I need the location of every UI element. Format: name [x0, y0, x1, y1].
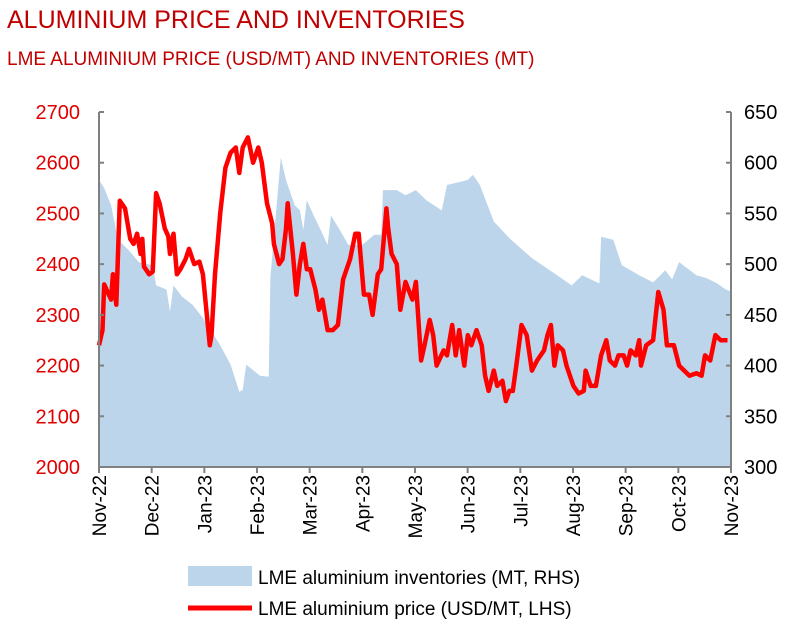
y-right-tick-label: 500: [744, 254, 777, 276]
chart-title: ALUMINIUM PRICE AND INVENTORIES: [7, 6, 465, 34]
x-tick-label: Sep-23: [617, 475, 638, 536]
x-tick-label: Apr-23: [353, 475, 374, 532]
y-left-tick-label: 2700: [36, 102, 81, 124]
inventories-area: [99, 157, 731, 467]
price-line: [96, 135, 728, 404]
x-tick-label: May-23: [406, 475, 427, 538]
y-left-tick-label: 2600: [36, 153, 81, 175]
chart-subtitle: LME ALUMINIUM PRICE (USD/MT) AND INVENTO…: [7, 49, 535, 70]
y-left-tick-label: 2400: [36, 254, 81, 276]
y-left-tick-label: 2300: [36, 305, 81, 327]
y-right-tick-label: 300: [744, 457, 777, 479]
x-tick-label: Feb-23: [248, 475, 269, 535]
y-right-tick-label: 550: [744, 203, 777, 225]
y-right-tick-label: 650: [744, 102, 777, 124]
x-tick-label: Jul-23: [511, 475, 532, 527]
legend-label-price: LME aluminium price (USD/MT, LHS): [258, 599, 572, 620]
legend-label-inventories: LME aluminium inventories (MT, RHS): [258, 568, 580, 589]
y-right-tick-label: 450: [744, 305, 777, 327]
x-tick-label: Mar-23: [301, 475, 322, 535]
y-left-tick-label: 2100: [36, 406, 81, 428]
x-tick-label: Nov-22: [90, 475, 111, 536]
y-left-tick-label: 2000: [36, 457, 81, 479]
legend: LME aluminium inventories (MT, RHS) LME …: [188, 566, 580, 620]
x-tick-label: Oct-23: [669, 475, 690, 532]
x-tick-label: Jun-23: [459, 475, 480, 533]
x-tick-label: Nov-23: [722, 475, 743, 536]
y-left-tick-label: 2500: [36, 203, 81, 225]
y-right-tick-label: 350: [744, 406, 777, 428]
x-tick-label: Dec-22: [143, 475, 164, 536]
x-tick-label: Aug-23: [564, 475, 585, 536]
legend-swatch-inventories: [188, 566, 252, 586]
y-right-tick-label: 400: [744, 356, 777, 378]
y-left-tick-label: 2200: [36, 356, 81, 378]
x-tick-label: Jan-23: [195, 475, 216, 533]
y-right-tick-label: 600: [744, 153, 777, 175]
